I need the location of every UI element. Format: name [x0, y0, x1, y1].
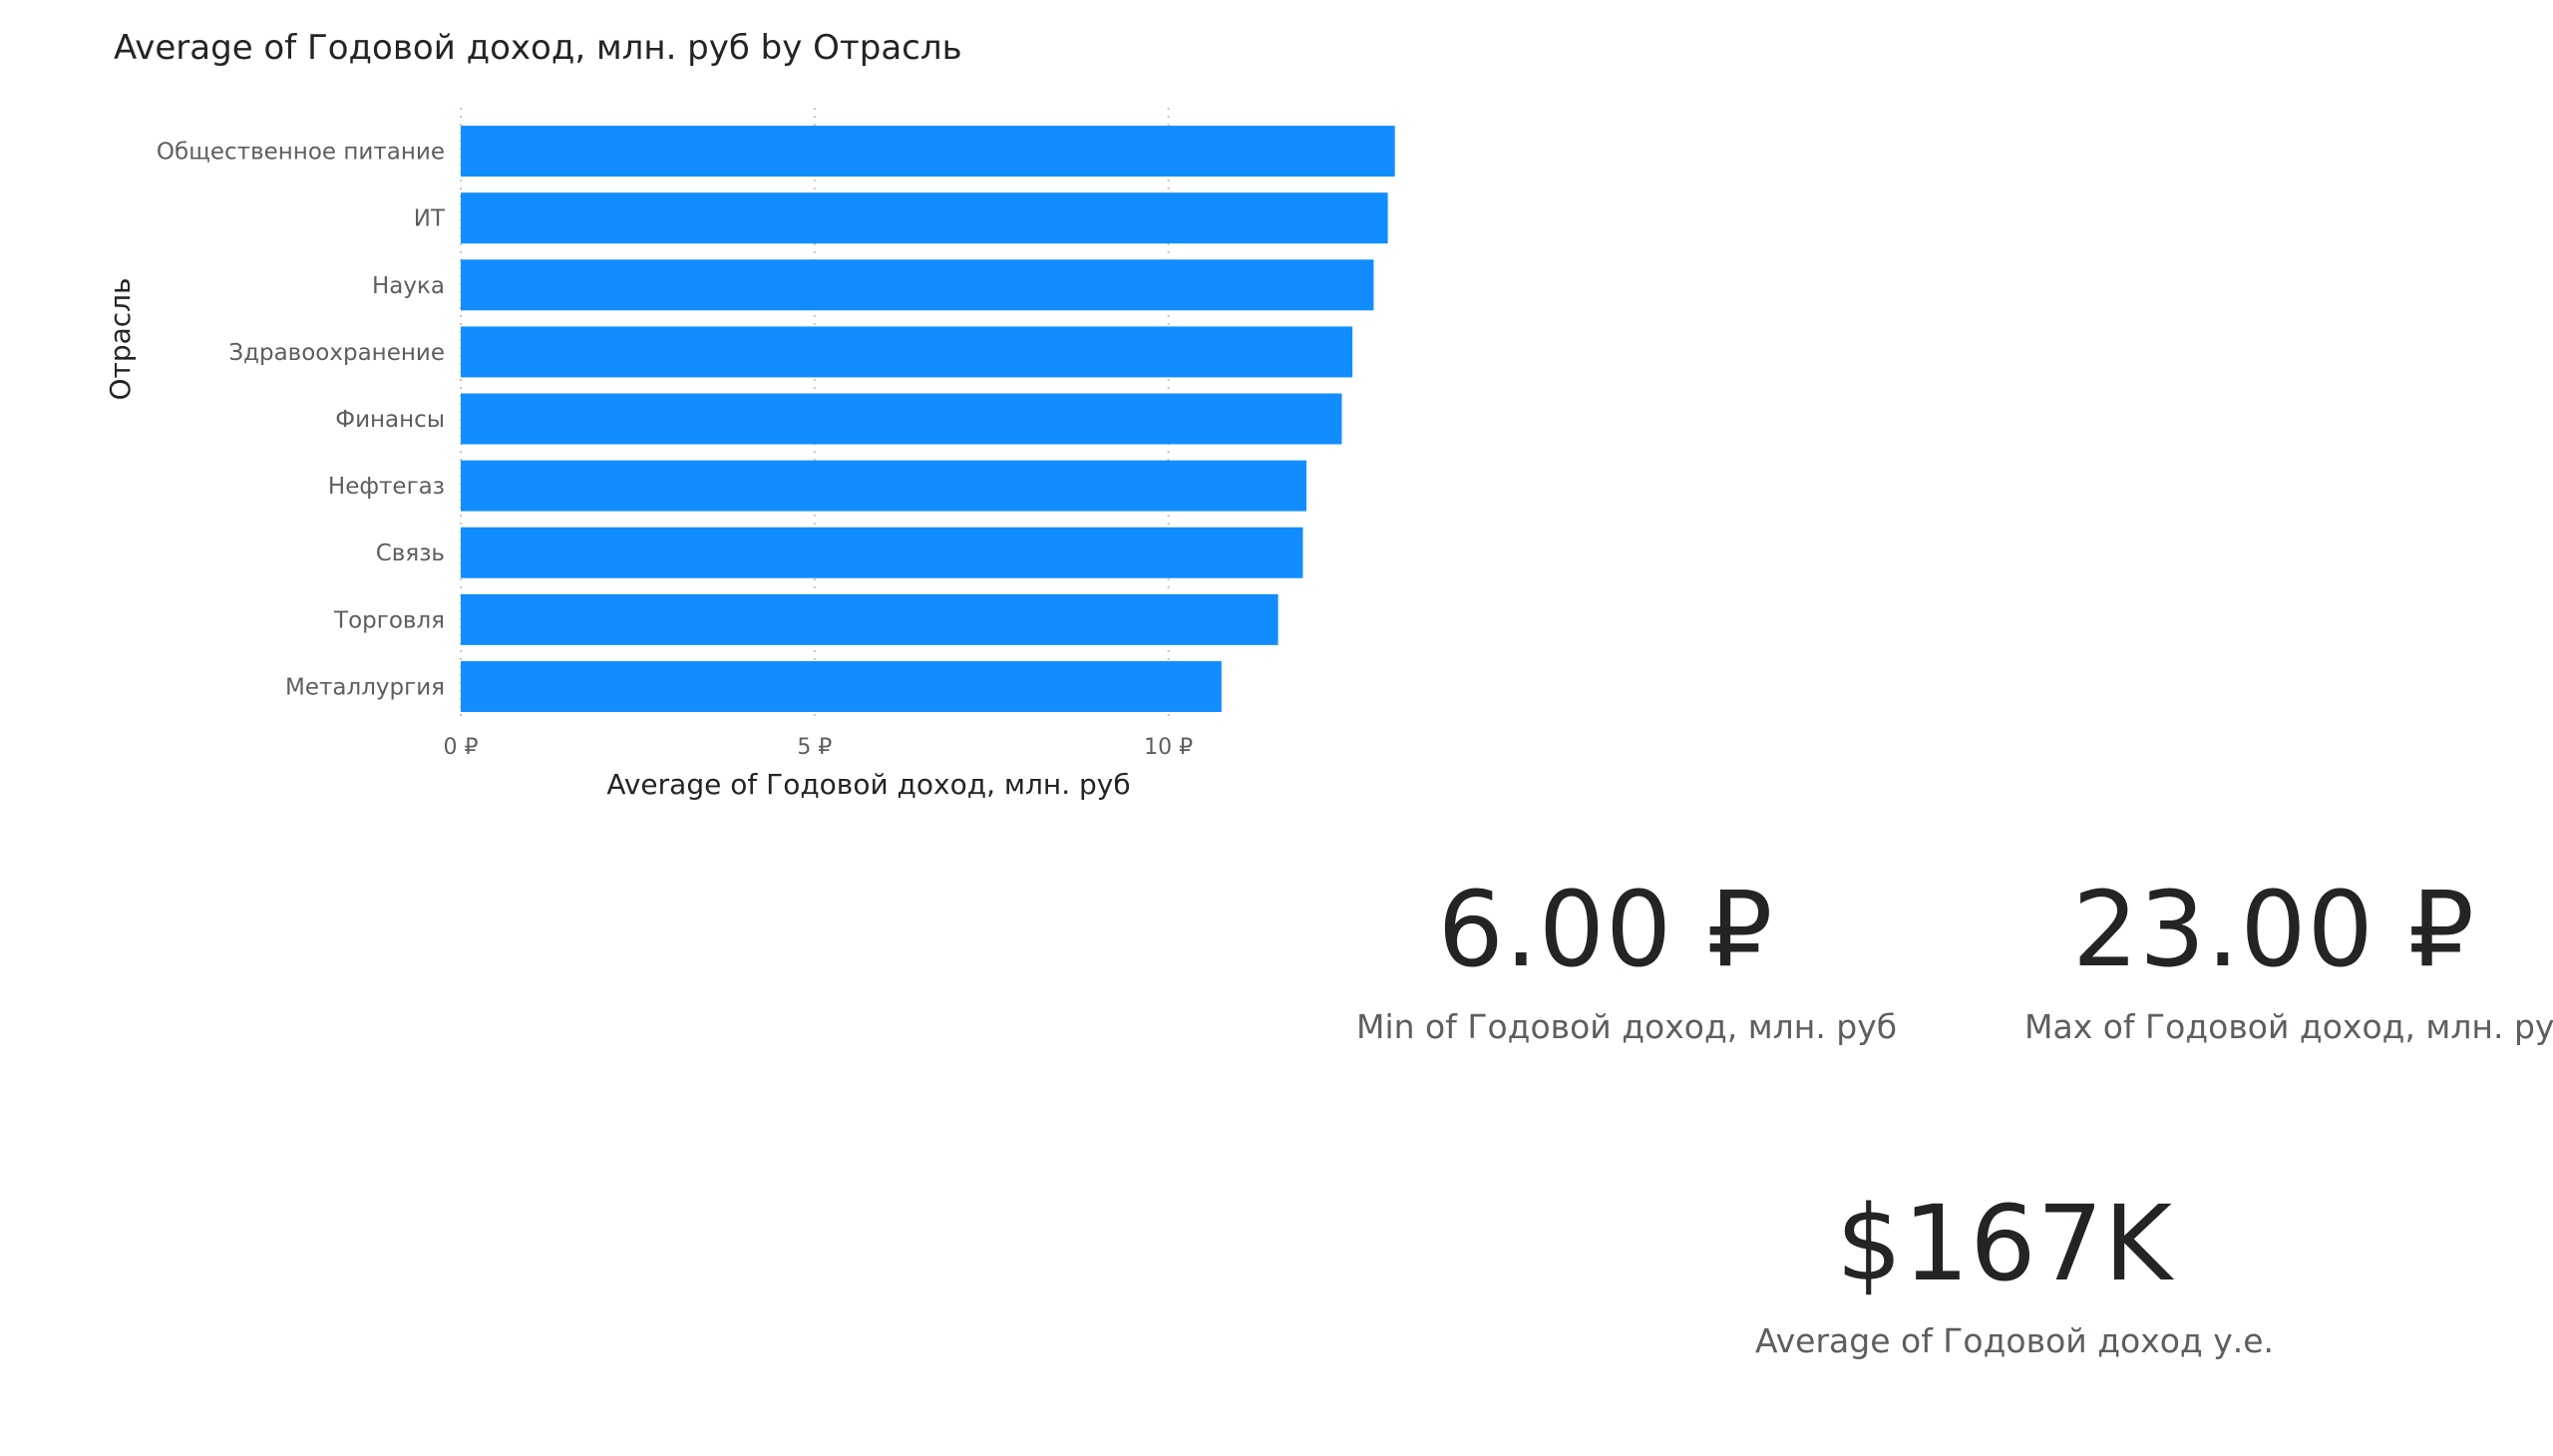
- chart-title: Average of Годовой доход, млн. руб by От…: [114, 28, 962, 68]
- bar[interactable]: [461, 527, 1303, 578]
- bar-chart-svg: Общественное питание ИТ Наука Здравоохранен…: [104, 108, 1395, 801]
- bar[interactable]: [461, 126, 1395, 178]
- card-max-value: 23.00 ₽: [2072, 869, 2475, 990]
- card-avg-label: Average of Годовой доход у.е.: [1755, 1321, 2275, 1360]
- bar-chart-visual[interactable]: Average of Годовой доход, млн. руб by От…: [100, 20, 1416, 808]
- y-axis-title: Отрасль: [104, 277, 137, 400]
- card-min-label: Min of Годовой доход, млн. руб: [1356, 1007, 1898, 1046]
- x-axis-title: Average of Годовой доход, млн. руб: [606, 768, 1130, 801]
- card-max-income[interactable]: 23.00 ₽ Max of Годовой доход, млн. руб: [2024, 869, 2553, 1046]
- bar[interactable]: [461, 393, 1342, 445]
- bar[interactable]: [461, 593, 1278, 645]
- category-label: Нефтегаз: [328, 474, 445, 500]
- category-label: Металлургия: [285, 674, 445, 700]
- x-tick-label: 5 ₽: [797, 735, 832, 760]
- bar[interactable]: [461, 259, 1374, 311]
- category-label: Финансы: [335, 407, 445, 433]
- bars: [461, 126, 1395, 712]
- category-label: ИТ: [414, 206, 446, 232]
- bar[interactable]: [461, 460, 1307, 512]
- card-avg-value: $167K: [1836, 1183, 2173, 1304]
- category-label: Общественное питание: [157, 140, 445, 166]
- card-min-value: 6.00 ₽: [1437, 869, 1774, 990]
- category-label: Связь: [376, 541, 445, 566]
- bar[interactable]: [461, 660, 1222, 712]
- x-tick-label: 10 ₽: [1144, 735, 1193, 760]
- category-label: Наука: [372, 273, 445, 299]
- category-label: Здравоохранение: [228, 340, 445, 366]
- card-avg-income-usd[interactable]: $167K Average of Годовой доход у.е.: [1755, 1183, 2275, 1360]
- card-min-income[interactable]: 6.00 ₽ Min of Годовой доход, млн. руб: [1356, 869, 1898, 1046]
- category-axis: Общественное питание ИТ Наука Здравоохранен…: [157, 140, 446, 701]
- bar[interactable]: [461, 192, 1388, 244]
- card-max-label: Max of Годовой доход, млн. руб: [2024, 1007, 2553, 1046]
- value-axis: 0 ₽ 5 ₽ 10 ₽: [444, 735, 1194, 760]
- x-tick-label: 0 ₽: [444, 735, 479, 760]
- bar[interactable]: [461, 326, 1353, 378]
- category-label: Торговля: [333, 607, 445, 633]
